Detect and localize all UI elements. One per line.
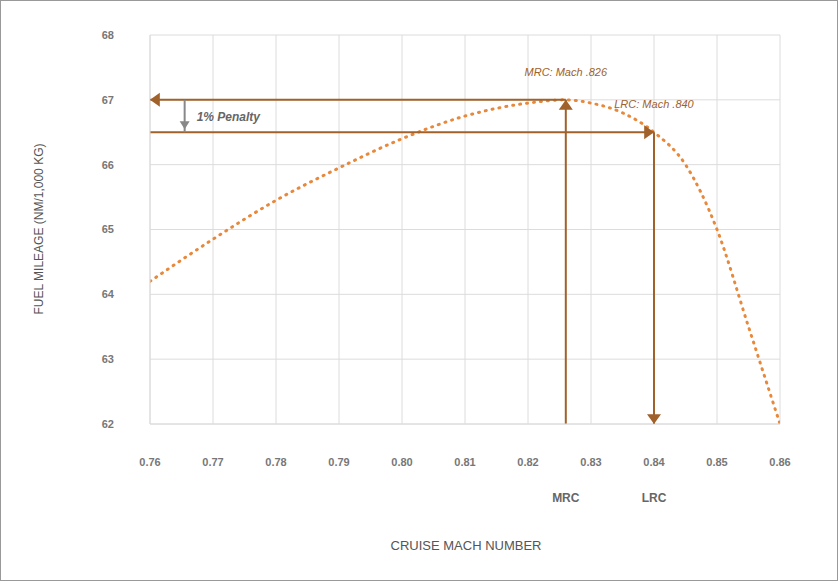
svg-text:0.77: 0.77 [202,456,223,468]
svg-text:0.84: 0.84 [643,456,665,468]
svg-text:0.83: 0.83 [580,456,601,468]
svg-text:68: 68 [102,29,114,41]
svg-text:63: 63 [102,353,114,365]
svg-text:1% Penalty: 1% Penalty [197,110,262,124]
svg-text:62: 62 [102,418,114,430]
svg-text:0.80: 0.80 [391,456,412,468]
svg-text:MRC: MRC [552,491,580,505]
svg-text:64: 64 [102,288,115,300]
svg-text:0.76: 0.76 [139,456,160,468]
svg-text:0.78: 0.78 [265,456,286,468]
svg-text:LRC: LRC [642,491,667,505]
svg-text:0.82: 0.82 [517,456,538,468]
svg-text:LRC: Mach .840: LRC: Mach .840 [614,98,694,110]
html-text:CRUISE MACH NUMBER: CRUISE MACH NUMBER [390,538,542,553]
svg-text:MRC: Mach .826: MRC: Mach .826 [525,66,608,78]
svg-text:65: 65 [102,223,114,235]
svg-text:0.86: 0.86 [769,456,790,468]
svg-text:67: 67 [102,94,114,106]
svg-text:66: 66 [102,159,114,171]
svg-text:0.79: 0.79 [328,456,349,468]
svg-text:0.81: 0.81 [454,456,475,468]
html-text:FUEL MILEAGE (NM/1,000 KG): FUEL MILEAGE (NM/1,000 KG) [32,143,46,315]
svg-text:0.85: 0.85 [706,456,727,468]
